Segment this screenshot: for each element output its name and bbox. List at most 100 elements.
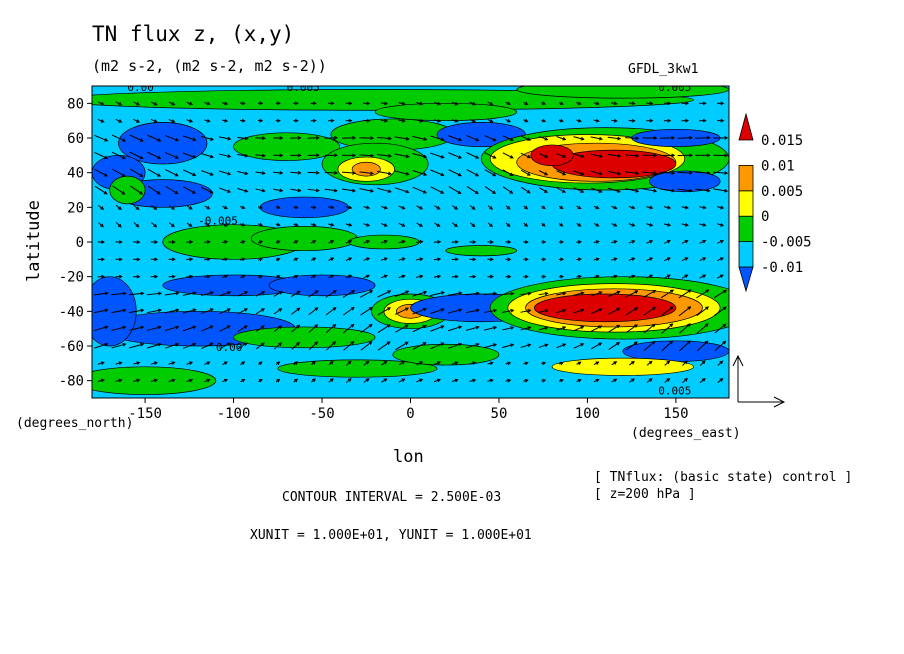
flux-vector — [255, 153, 266, 158]
flux-vector — [146, 325, 162, 331]
flux-vector — [659, 153, 676, 158]
flux-vector — [398, 257, 406, 261]
flux-vector — [182, 152, 197, 159]
flux-vector — [182, 342, 197, 349]
flux-vector — [713, 188, 729, 193]
flux-vector — [505, 361, 512, 366]
flux-vector — [576, 118, 582, 123]
flux-vector — [678, 306, 692, 317]
flux-vector — [433, 274, 442, 279]
flux-vector — [607, 136, 622, 141]
flux-vector — [275, 205, 281, 210]
flux-vector — [310, 257, 317, 261]
chart-subtitle: (m2 s-2, (m2 s-2, m2 s-2)) — [92, 57, 327, 75]
flux-vector — [520, 135, 532, 141]
flux-vector — [218, 136, 232, 141]
flux-vector — [133, 378, 141, 383]
flux-vector — [326, 341, 337, 351]
flux-vector — [502, 291, 515, 296]
flux-vector — [201, 325, 214, 332]
flux-vector — [164, 342, 180, 349]
flux-vector — [377, 307, 391, 316]
flux-vector — [717, 101, 725, 106]
flux-vector — [448, 325, 463, 332]
flux-vector — [714, 323, 727, 334]
flux-vector — [133, 101, 140, 106]
flux-vector — [255, 136, 266, 141]
flux-vector — [380, 118, 389, 123]
flux-vector — [664, 360, 671, 366]
flux-vector — [538, 170, 549, 176]
flux-vector — [448, 342, 463, 349]
flux-vector — [394, 170, 410, 176]
flux-vector — [430, 152, 445, 159]
flux-vector — [487, 205, 494, 210]
flux-vector — [359, 188, 375, 193]
flux-vector — [204, 240, 211, 244]
flux-vector — [663, 101, 672, 106]
flux-vector — [611, 274, 618, 279]
flux-vector — [94, 151, 109, 159]
flux-vector — [395, 324, 409, 333]
x-tick-label: 100 — [575, 406, 600, 422]
flux-vector — [257, 101, 264, 106]
flux-vector — [717, 223, 725, 227]
colorbar-level-label: 0.005 — [761, 184, 803, 200]
contour-label: 0.005 — [287, 81, 320, 94]
flux-vector — [576, 257, 582, 262]
flux-vector — [416, 274, 424, 279]
flux-vector — [556, 187, 566, 193]
flux-vector — [398, 118, 406, 123]
flux-vector — [204, 274, 211, 279]
flux-vector — [556, 326, 567, 331]
flux-vector — [150, 240, 159, 244]
flux-vector — [97, 257, 106, 262]
flux-vector — [451, 361, 459, 365]
flux-vector — [94, 134, 109, 142]
flux-vector — [328, 257, 335, 261]
flux-vector — [541, 118, 547, 123]
flux-vector — [328, 360, 334, 366]
flux-vector — [558, 222, 564, 227]
flux-vector — [129, 151, 144, 160]
flux-vector — [204, 257, 211, 262]
flux-vector — [129, 325, 145, 331]
flux-vector — [115, 257, 123, 262]
flux-vector — [398, 205, 406, 210]
flux-vector — [376, 154, 393, 158]
units-text: XUNIT = 1.000E+01, YUNIT = 1.000E+01 — [250, 528, 532, 543]
flux-vector — [165, 169, 179, 177]
flux-vector — [593, 361, 600, 366]
flux-vector — [484, 343, 498, 349]
flux-vector — [541, 101, 546, 105]
flux-vector — [576, 274, 582, 279]
contour-region — [392, 343, 500, 366]
flux-vector — [115, 204, 122, 210]
flux-vector — [430, 135, 445, 142]
flux-vector — [360, 290, 374, 298]
flux-vector — [717, 360, 724, 366]
flux-vector — [661, 323, 674, 334]
flux-vector — [398, 274, 406, 279]
x-tick-label: 50 — [491, 406, 508, 422]
flux-vector — [593, 378, 600, 383]
flux-vector — [255, 325, 265, 332]
flux-vector — [310, 205, 317, 210]
flux-vector — [469, 361, 477, 365]
flux-vector — [539, 187, 548, 193]
flux-vector — [660, 289, 674, 299]
flux-vector — [502, 186, 514, 194]
flux-vector — [308, 307, 319, 316]
flux-vector — [394, 136, 410, 141]
flux-vector — [541, 274, 547, 279]
flux-vector — [699, 239, 707, 244]
flux-vector — [345, 378, 352, 383]
flux-vector — [434, 222, 441, 228]
flux-vector — [556, 136, 567, 141]
flux-vector — [469, 257, 477, 262]
flux-vector — [111, 325, 127, 331]
flux-vector — [363, 223, 371, 227]
colorbar-segment — [738, 241, 754, 268]
model-label: GFDL_3kw1 — [628, 62, 699, 77]
flux-vector — [133, 118, 141, 123]
